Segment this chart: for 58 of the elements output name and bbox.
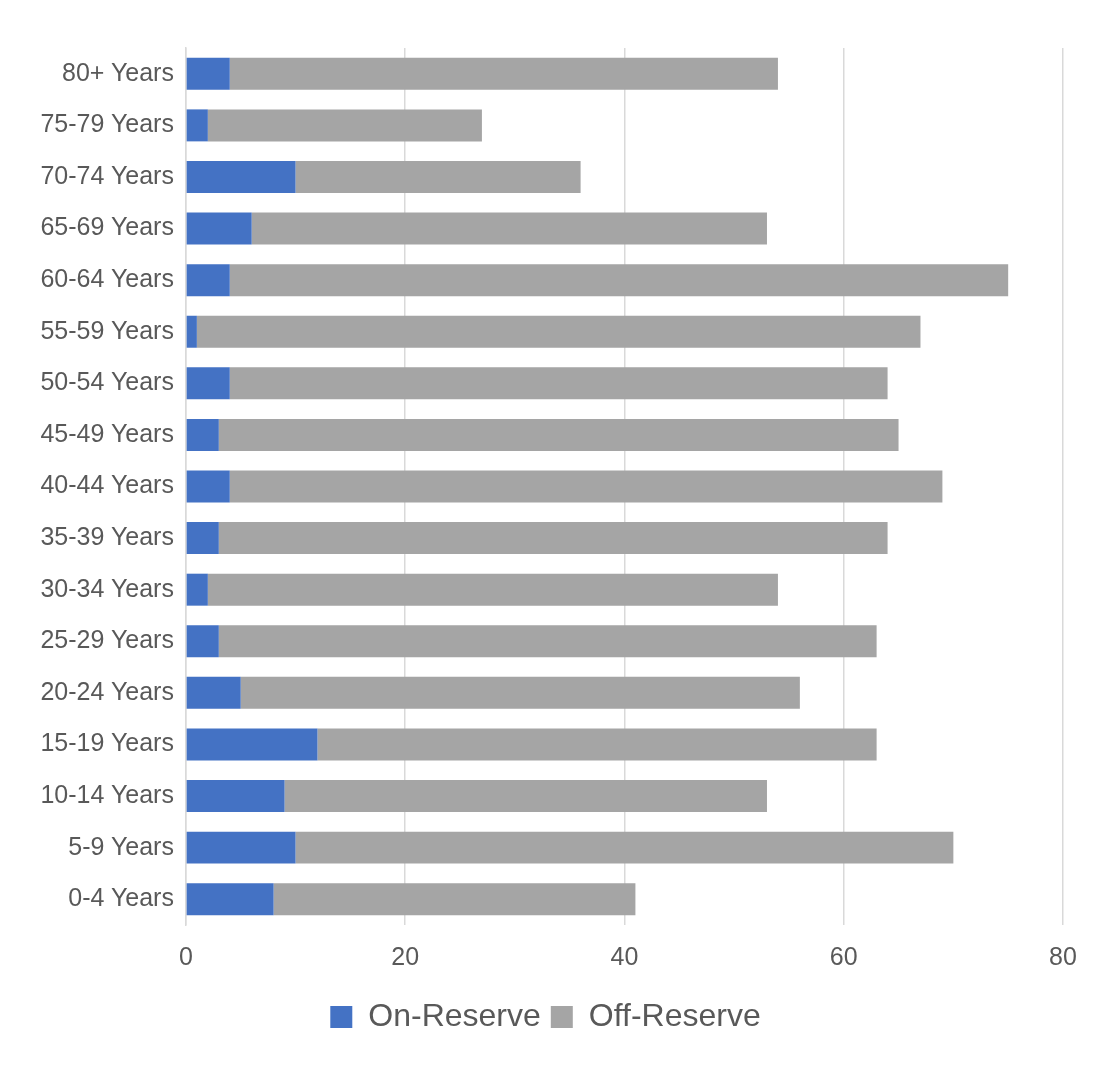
y-tick-label: 50-54 Years [40,367,174,396]
bar [186,676,241,709]
bar [229,264,1009,297]
bar [218,625,877,658]
y-tick-label: 45-49 Years [40,418,174,447]
bar [229,470,943,503]
x-tick-label: 40 [610,941,639,970]
bar [186,418,219,451]
x-tick-label: 20 [391,941,420,970]
bar [229,57,778,90]
y-tick-label: 75-79 Years [40,109,174,138]
bar [186,728,318,761]
bar [207,109,482,142]
y-tick-label: 80+ Years [61,57,174,86]
legend-label: On-Reserve [368,996,541,1033]
y-tick-label: 40-44 Years [40,470,174,499]
bar [284,780,767,813]
x-tick-label: 0 [178,941,193,970]
bar [317,728,877,761]
bar [229,367,888,400]
bar [207,573,778,606]
y-tick-label: 15-19 Years [40,728,174,757]
y-tick-label: 25-29 Years [40,625,174,654]
y-tick-label: 10-14 Years [40,779,174,808]
bar [251,212,767,245]
bar [186,522,219,555]
y-tick-label: 5-9 Years [68,831,174,860]
y-tick-label: 70-74 Years [40,160,174,189]
bar [186,160,296,193]
y-tick-label: 30-34 Years [40,573,174,602]
x-tick-label: 60 [829,941,858,970]
bar [186,573,208,606]
bar [196,315,921,348]
bar [186,109,208,142]
bar [186,625,219,658]
bar [186,780,285,813]
bar [186,367,230,400]
bar [186,470,230,503]
bar [218,522,888,555]
bar [240,676,800,709]
bar [295,831,954,864]
bar [218,418,899,451]
bar [273,883,636,916]
y-tick-label: 35-39 Years [40,521,174,550]
bar [295,160,581,193]
bar [186,883,274,916]
bar [186,831,296,864]
y-tick-label: 60-64 Years [40,264,174,293]
bar [186,315,197,348]
y-tick-label: 20-24 Years [40,676,174,705]
y-tick-label: 65-69 Years [40,212,174,241]
legend-label: Off-Reserve [588,996,761,1033]
y-tick-label: 0-4 Years [68,883,174,912]
bar [186,57,230,90]
y-tick-label: 55-59 Years [40,315,174,344]
bar [186,264,230,297]
x-tick-label: 80 [1049,941,1077,970]
bar [186,212,252,245]
